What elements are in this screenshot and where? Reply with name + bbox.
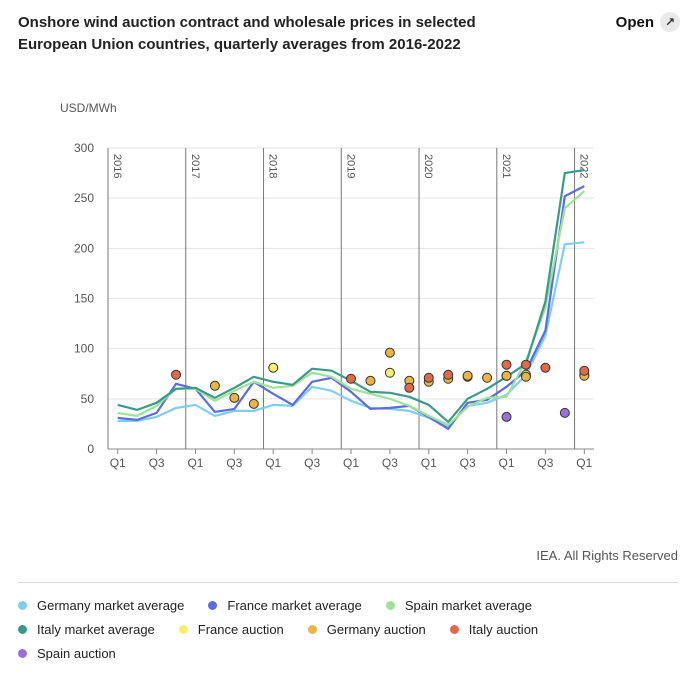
- year-label: 2019: [344, 154, 356, 178]
- data-point: [501, 370, 512, 381]
- legend-divider: [18, 582, 678, 583]
- year-label: 2020: [422, 154, 434, 178]
- legend-item[interactable]: France auction: [178, 620, 284, 638]
- x-tick-label: Q3: [149, 456, 165, 470]
- legend-item[interactable]: Germany auction: [307, 620, 426, 638]
- legend-swatch: [385, 600, 395, 610]
- data-point: [501, 359, 512, 370]
- y-tick-label: 300: [74, 141, 94, 155]
- data-point: [404, 382, 415, 393]
- legend-label: Spain auction: [37, 645, 116, 661]
- legend-swatch: [449, 624, 459, 634]
- y-tick-label: 200: [74, 241, 94, 255]
- y-tick-label: 100: [74, 342, 94, 356]
- data-point: [346, 373, 356, 384]
- y-tick-label: 150: [74, 292, 94, 306]
- chart-area: 0 50 100 150 200 250 300 USD/MWh 2016 2017 2018 201…: [60, 101, 594, 470]
- data-point: [248, 398, 259, 409]
- legend-label: France auction: [197, 621, 284, 637]
- data-point: [268, 362, 279, 373]
- legend-label: France market average: [227, 597, 362, 613]
- legend-label: Italy market average: [37, 621, 155, 637]
- data-point: [462, 370, 473, 381]
- year-label: 2017: [189, 154, 201, 178]
- data-point: [559, 407, 570, 418]
- legend: Germany market average France market aver…: [18, 596, 678, 662]
- series-line: [117, 185, 585, 430]
- legend-swatch: [208, 600, 218, 610]
- y-tick-label: 50: [81, 392, 95, 406]
- y-tick-label: 0: [87, 442, 94, 456]
- data-point: [443, 369, 454, 380]
- data-point: [423, 372, 434, 383]
- data-point: [171, 369, 182, 380]
- legend-label: Germany market average: [37, 597, 185, 613]
- legend-label: Spain market average: [404, 597, 532, 613]
- year-label: 2022: [578, 154, 590, 178]
- open-button-label: Open: [615, 13, 654, 31]
- legend-swatch: [307, 624, 317, 634]
- legend-item[interactable]: Italy auction: [449, 620, 539, 638]
- data-point: [520, 359, 531, 370]
- legend-swatch: [18, 624, 27, 634]
- x-tick-label: Q3: [226, 456, 242, 470]
- data-point: [482, 372, 493, 383]
- x-tick-label: Q1: [110, 456, 126, 470]
- x-tick-label: Q3: [382, 456, 398, 470]
- data-point: [520, 371, 531, 382]
- legend-swatch: [178, 624, 188, 634]
- y-axis-label: USD/MWh: [60, 101, 117, 115]
- external-link-icon: ↗: [660, 12, 680, 32]
- data-point: [501, 411, 512, 422]
- data-point: [229, 392, 240, 403]
- legend-item[interactable]: Spain market average: [385, 596, 532, 614]
- x-tick-label: Q1: [576, 456, 592, 470]
- credit-text: IEA. All Rights Reserved: [536, 548, 678, 563]
- x-tick-label: Q1: [421, 456, 437, 470]
- x-tick-label: Q3: [304, 456, 320, 470]
- legend-item[interactable]: Spain auction: [18, 644, 116, 662]
- data-point: [209, 380, 220, 391]
- legend-item[interactable]: Italy market average: [18, 620, 155, 638]
- legend-label: Italy auction: [468, 621, 539, 637]
- x-tick-label: Q1: [499, 456, 515, 470]
- year-label: 2018: [267, 154, 279, 178]
- data-point: [384, 347, 395, 358]
- legend-label: Germany auction: [326, 621, 426, 637]
- y-tick-label: 250: [74, 191, 94, 205]
- x-tick-label: Q3: [460, 456, 476, 470]
- data-point: [365, 375, 376, 386]
- chart-title: Onshore wind auction contract and wholes…: [18, 14, 476, 53]
- data-point: [540, 362, 551, 373]
- series-line: [117, 190, 586, 426]
- legend-swatch: [18, 648, 27, 658]
- data-point: [384, 367, 395, 378]
- x-tick-label: Q1: [265, 456, 281, 470]
- data-point: [579, 365, 590, 376]
- legend-swatch: [18, 600, 27, 610]
- x-tick-label: Q1: [343, 456, 359, 470]
- open-button[interactable]: Open ↗: [616, 12, 680, 32]
- legend-item[interactable]: France market average: [208, 596, 362, 614]
- year-label: 2016: [111, 154, 123, 178]
- legend-item[interactable]: Germany market average: [18, 596, 184, 614]
- x-tick-label: Q1: [187, 456, 203, 470]
- x-tick-label: Q3: [537, 456, 553, 470]
- year-label: 2021: [500, 154, 512, 178]
